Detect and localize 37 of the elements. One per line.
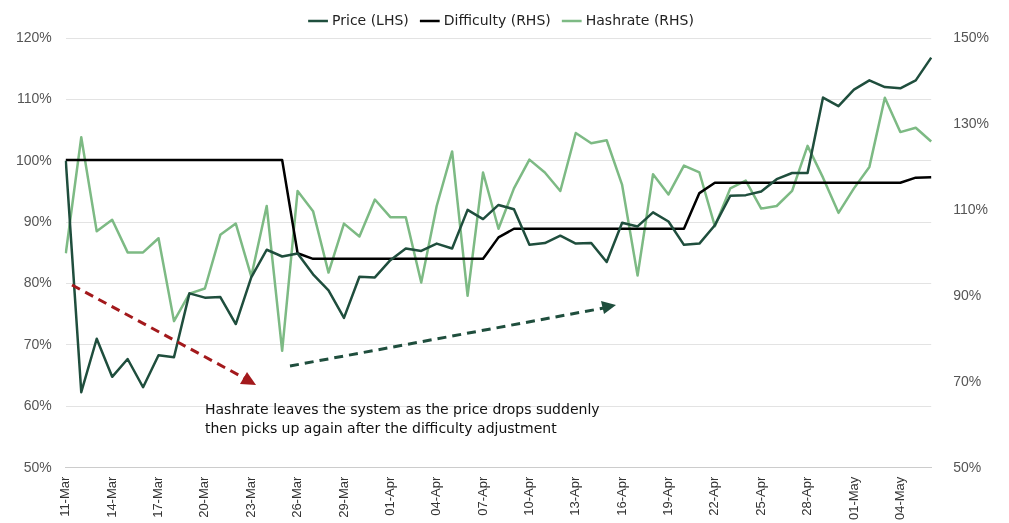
y2-tick-label: 150% (953, 28, 990, 45)
y2-tick-label: 70% (953, 372, 982, 389)
y2-tick-label: 50% (953, 458, 982, 475)
x-tick-label: 14-Mar (103, 475, 119, 518)
y-tick-label: 90% (23, 213, 52, 229)
y2-tick-label: 110% (953, 200, 988, 217)
y-tick-label: 120% (15, 28, 52, 45)
y-tick-label: 100% (15, 151, 52, 168)
x-tick-label: 16-Apr (613, 475, 629, 516)
y-tick-label: 50% (23, 458, 52, 475)
x-tick-label: 26-Mar (289, 475, 305, 518)
legend-label: Difficulty (RHS) (443, 11, 551, 28)
x-tick-label: 22-Apr (706, 475, 722, 516)
x-tick-label: 01-May (845, 476, 861, 521)
x-tick-label: 11-Mar (57, 475, 73, 517)
y2-tick-label: 90% (953, 286, 982, 303)
x-tick-label: 19-Apr (660, 475, 676, 516)
y2-tick-label: 130% (953, 114, 990, 131)
annotation: Hashrate leaves the system as the price drops suddenly then picks up again after the difficulty adjustment (205, 400, 600, 436)
x-tick-label: 04-May (891, 476, 907, 521)
y-tick-label: 110% (17, 90, 52, 107)
x-tick-label: 13-Apr (567, 475, 583, 516)
x-tick-label: 04-Apr (428, 475, 444, 516)
x-tick-label: 10-Apr (520, 475, 536, 516)
y-tick-label: 80% (23, 274, 52, 291)
y-tick-label: 60% (23, 397, 52, 414)
x-tick-label: 28-Apr (799, 475, 815, 516)
legend-label: Price (LHS) (332, 11, 409, 28)
x-tick-label: 29-Mar (335, 475, 351, 518)
x-tick-label: 23-Mar (242, 475, 258, 518)
x-tick-label: 20-Mar (196, 475, 212, 518)
x-tick-label: 17-Mar (150, 475, 166, 518)
x-tick-label: 25-Apr (752, 475, 768, 516)
x-tick-label: 01-Apr (381, 475, 397, 516)
y-tick-label: 70% (23, 335, 52, 352)
legend-label: Hashrate (RHS) (585, 11, 694, 28)
x-tick-label: 07-Apr (474, 475, 490, 516)
